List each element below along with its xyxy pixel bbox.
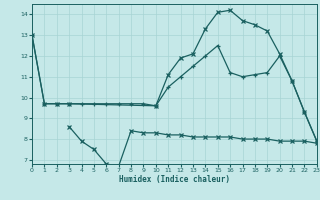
X-axis label: Humidex (Indice chaleur): Humidex (Indice chaleur): [119, 175, 230, 184]
